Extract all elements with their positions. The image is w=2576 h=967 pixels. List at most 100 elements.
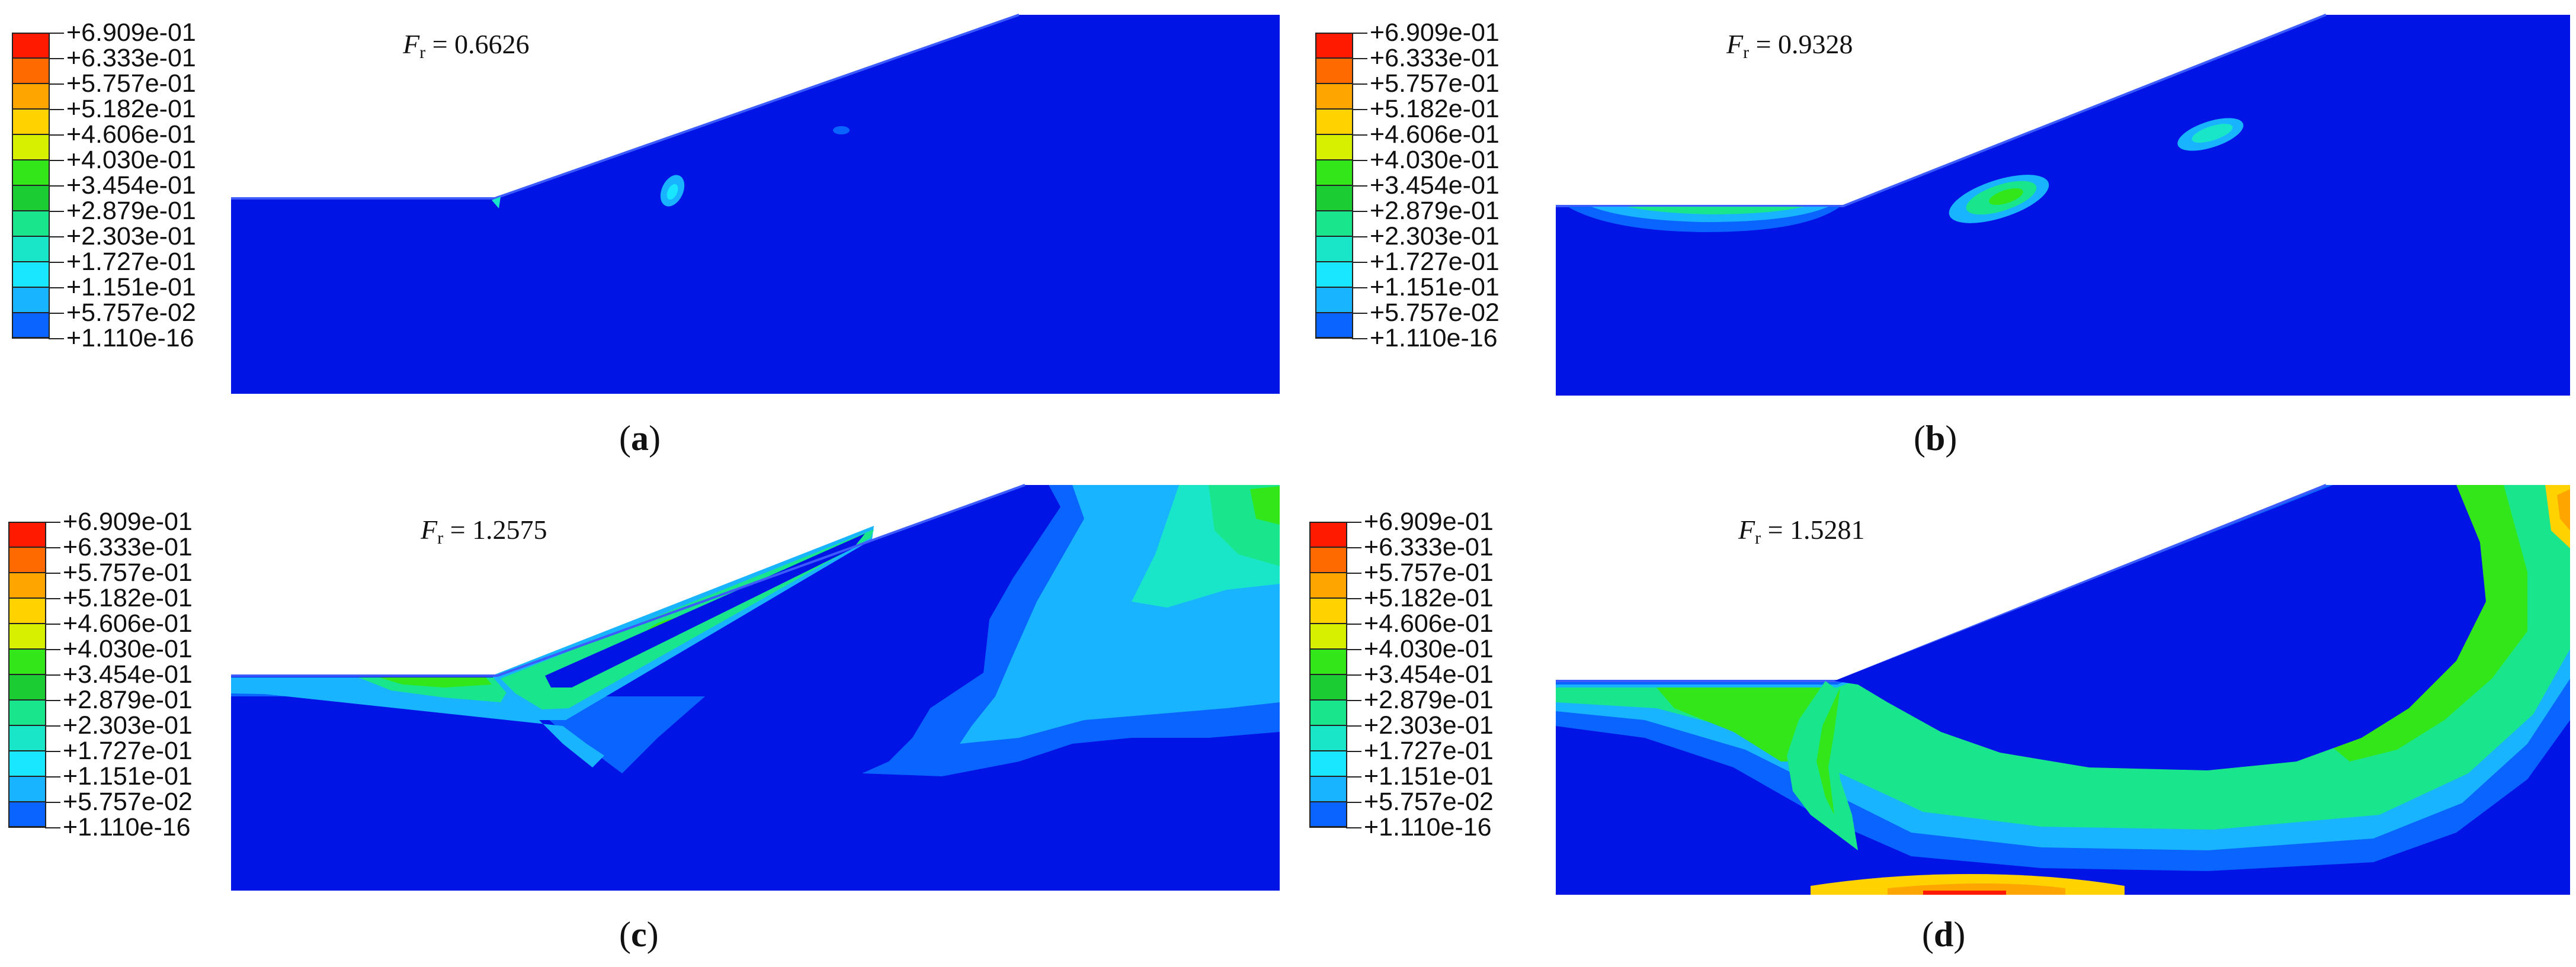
legend-entry: +4.030e-01 — [1315, 147, 1500, 186]
legend-label: +4.606e-01 — [66, 120, 196, 149]
legend-tick — [49, 338, 64, 339]
legend-entry: +5.757e-01 — [1309, 560, 1494, 599]
legend-swatch — [1309, 650, 1347, 675]
legend-entry: +5.757e-02 — [12, 300, 196, 339]
legend-tick — [1352, 262, 1367, 263]
legend-label: +1.727e-01 — [1370, 248, 1500, 276]
legend-label: +6.909e-01 — [63, 507, 193, 536]
legend-entry: +1.727e-01 — [1309, 738, 1494, 777]
fr-value-a: Fr = 0.6626 — [403, 29, 530, 62]
panel-c: +6.909e-01 +6.333e-01 +5.757e-01 +5.182e-01… — [0, 483, 1288, 967]
legend-label: +2.879e-01 — [66, 197, 196, 225]
legend-entry: +1.110e-16 — [12, 326, 194, 351]
legend-tick — [1352, 83, 1367, 85]
legend-tick — [45, 649, 60, 650]
legend-swatch — [1315, 237, 1353, 262]
legend-tick — [45, 598, 60, 599]
caption-d: (d) — [1922, 915, 1966, 954]
legend-swatch — [1309, 599, 1347, 624]
legend-swatch — [8, 599, 46, 624]
slope-model-b — [1556, 14, 2570, 396]
legend-swatch — [8, 522, 46, 548]
legend-entry: +6.333e-01 — [1315, 46, 1500, 84]
legend-tick — [45, 522, 60, 523]
legend-label: +3.454e-01 — [1370, 171, 1500, 200]
legend-label: +3.454e-01 — [66, 171, 196, 200]
legend-entry: +5.182e-01 — [1309, 586, 1494, 624]
legend-tick — [1346, 827, 1361, 828]
legend-swatch — [8, 701, 46, 726]
legend-entry: +6.333e-01 — [12, 46, 196, 84]
legend-entry: +2.303e-01 — [8, 713, 193, 751]
legend-entry: +6.333e-01 — [8, 535, 193, 573]
legend-tick — [49, 236, 64, 237]
caption-a: (a) — [619, 419, 661, 458]
panel-b: +6.909e-01 +6.333e-01 +5.757e-01 +5.182e-01… — [1288, 0, 2576, 483]
slope-model-a — [231, 14, 1280, 394]
legend-swatch — [12, 211, 50, 237]
legend-entry: +5.757e-01 — [8, 560, 193, 599]
caption-b: (b) — [1914, 419, 1957, 458]
legend-tick — [45, 725, 60, 727]
legend-label: +1.151e-01 — [1370, 273, 1500, 301]
legend-swatch — [1309, 675, 1347, 701]
legend-label: +1.110e-16 — [1370, 324, 1498, 352]
legend-entry: +6.909e-01 — [1309, 509, 1494, 548]
legend-label: +1.151e-01 — [1364, 762, 1494, 791]
legend-tick — [1352, 33, 1367, 34]
legend-swatch — [1315, 288, 1353, 313]
legend-tick — [1352, 185, 1367, 187]
legend-label: +5.757e-02 — [63, 788, 193, 816]
legend-swatch — [12, 313, 50, 339]
legend-entry: +3.454e-01 — [1309, 662, 1494, 701]
legend-tick — [49, 33, 64, 34]
legend-swatch — [1309, 522, 1347, 548]
legend-swatch — [12, 237, 50, 262]
legend-tick — [49, 185, 64, 187]
legend-label: +3.454e-01 — [1364, 660, 1494, 689]
legend-swatch — [1315, 59, 1353, 84]
legend-tick — [1346, 776, 1361, 778]
legend-swatch — [8, 777, 46, 802]
legend-label: +4.030e-01 — [1370, 146, 1500, 174]
legend-tick — [1346, 802, 1361, 803]
legend-tick — [1352, 109, 1367, 110]
legend-label: +5.182e-01 — [66, 95, 196, 123]
legend-swatch — [8, 548, 46, 573]
legend-label: +6.333e-01 — [1364, 533, 1494, 561]
legend-label: +5.757e-02 — [1370, 298, 1500, 327]
legend-tick — [45, 573, 60, 574]
legend-entry: +6.333e-01 — [1309, 535, 1494, 573]
legend-tick — [49, 313, 64, 314]
legend-tick — [1352, 287, 1367, 288]
panel-a: +6.909e-01 +6.333e-01 +5.757e-01 +5.182e-01… — [0, 0, 1288, 483]
legend-swatch — [1309, 701, 1347, 726]
legend-entry: +3.454e-01 — [12, 173, 196, 211]
legend-tick — [49, 109, 64, 110]
legend-swatch — [1309, 548, 1347, 573]
legend-entry: +4.030e-01 — [12, 147, 196, 186]
legend-entry: +4.030e-01 — [1309, 637, 1494, 675]
legend-swatch — [8, 650, 46, 675]
legend-label: +3.454e-01 — [63, 660, 193, 689]
fr-value-d: Fr = 1.5281 — [1738, 515, 1865, 548]
legend-tick — [45, 776, 60, 778]
legend-swatch — [12, 33, 50, 59]
legend-label: +6.333e-01 — [63, 533, 193, 561]
legend-entry: +3.454e-01 — [8, 662, 193, 701]
legend-label: +2.303e-01 — [1370, 222, 1500, 250]
legend-entry: +4.606e-01 — [8, 611, 193, 650]
legend-swatch — [12, 262, 50, 288]
legend-swatch — [1309, 751, 1347, 777]
legend-label: +2.303e-01 — [63, 711, 193, 740]
legend-label: +2.879e-01 — [1364, 686, 1494, 714]
legend-tick — [49, 262, 64, 263]
legend-label: +2.303e-01 — [66, 222, 196, 250]
legend-label: +5.757e-02 — [1364, 788, 1494, 816]
fr-value-c: Fr = 1.2575 — [421, 515, 547, 548]
legend-tick — [1352, 313, 1367, 314]
legend-swatch — [1309, 777, 1347, 802]
legend-label: +2.879e-01 — [1370, 197, 1500, 225]
legend-tick — [45, 700, 60, 701]
legend-label: +1.727e-01 — [66, 248, 196, 276]
